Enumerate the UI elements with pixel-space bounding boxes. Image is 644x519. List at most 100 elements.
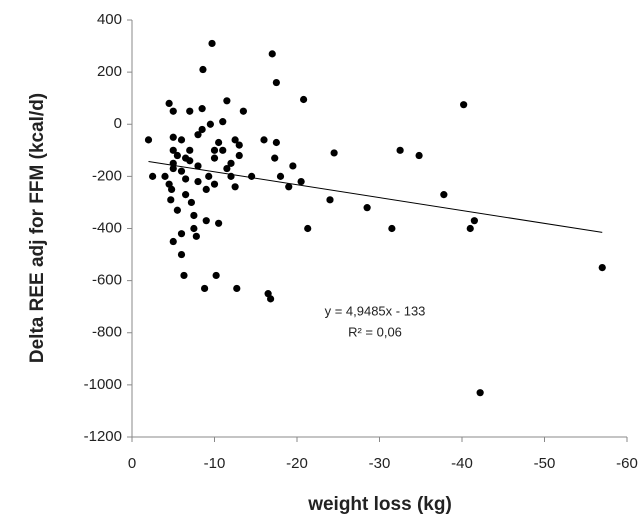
point bbox=[231, 136, 239, 144]
point bbox=[210, 154, 219, 162]
point bbox=[215, 138, 223, 147]
point bbox=[223, 97, 231, 105]
point bbox=[165, 99, 173, 107]
x-axis-title: weight loss (kg) bbox=[307, 494, 452, 515]
point bbox=[289, 162, 297, 170]
point bbox=[267, 295, 275, 303]
point bbox=[272, 78, 280, 87]
point bbox=[470, 217, 478, 225]
point bbox=[169, 164, 177, 173]
point bbox=[169, 237, 177, 246]
y-tick-label: -1200 bbox=[84, 428, 122, 445]
point bbox=[304, 224, 312, 233]
point bbox=[169, 133, 177, 141]
point bbox=[198, 125, 206, 134]
x-tick-label: -10 bbox=[204, 455, 226, 472]
point bbox=[167, 196, 175, 204]
point bbox=[396, 146, 404, 154]
point bbox=[205, 172, 213, 180]
point bbox=[186, 146, 194, 154]
point bbox=[598, 263, 606, 272]
point bbox=[210, 146, 219, 154]
point bbox=[190, 211, 198, 220]
point bbox=[169, 146, 177, 154]
point bbox=[199, 65, 207, 74]
point bbox=[169, 107, 177, 115]
x-tick-label: -60 bbox=[616, 455, 638, 472]
point bbox=[173, 151, 181, 160]
x-tick-label: -50 bbox=[534, 455, 556, 472]
point bbox=[206, 120, 214, 128]
point bbox=[149, 172, 157, 180]
point bbox=[173, 206, 181, 214]
point bbox=[415, 151, 423, 160]
x-tick-label: -30 bbox=[369, 455, 391, 472]
point bbox=[219, 118, 227, 126]
y-tick-label: -800 bbox=[92, 324, 122, 341]
point bbox=[330, 149, 338, 157]
r-squared: R² = 0,06 bbox=[348, 324, 402, 339]
point bbox=[198, 105, 206, 113]
point bbox=[168, 185, 176, 194]
point bbox=[235, 151, 243, 160]
point bbox=[161, 172, 169, 180]
point bbox=[201, 284, 209, 293]
point bbox=[186, 107, 194, 115]
x-tick-label: 0 bbox=[128, 455, 136, 472]
point bbox=[260, 136, 268, 144]
point bbox=[210, 180, 219, 188]
point bbox=[227, 159, 235, 167]
point bbox=[144, 136, 153, 144]
y-tick-label: -600 bbox=[92, 272, 122, 289]
point bbox=[180, 271, 188, 280]
point bbox=[363, 204, 371, 212]
y-tick-label: -1000 bbox=[84, 376, 122, 393]
y-tick-label: 200 bbox=[97, 63, 122, 80]
point bbox=[440, 191, 448, 199]
point bbox=[202, 217, 210, 225]
point bbox=[248, 172, 256, 180]
point bbox=[182, 175, 190, 183]
point bbox=[194, 131, 202, 139]
point bbox=[297, 177, 305, 186]
point bbox=[182, 191, 190, 199]
y-tick-label: -200 bbox=[92, 167, 122, 184]
point bbox=[194, 177, 202, 186]
point bbox=[466, 224, 474, 233]
point bbox=[326, 196, 334, 204]
point bbox=[177, 250, 186, 259]
y-axis-title: Delta REE adj for FFM (kcal/d) bbox=[27, 93, 48, 363]
x-tick-label: -40 bbox=[451, 455, 473, 472]
point bbox=[208, 39, 216, 48]
point bbox=[212, 271, 220, 280]
y-tick-label: 400 bbox=[97, 11, 122, 28]
point bbox=[276, 172, 285, 180]
point bbox=[239, 107, 247, 115]
y-tick-label: -400 bbox=[92, 219, 122, 236]
equation: y = 4,9485x - 133 bbox=[325, 303, 426, 318]
point bbox=[177, 230, 186, 238]
point bbox=[177, 167, 186, 175]
point bbox=[460, 101, 468, 109]
y-tick-label: 0 bbox=[114, 115, 122, 132]
point bbox=[272, 138, 280, 147]
point bbox=[202, 185, 210, 194]
point bbox=[388, 224, 396, 233]
x-tick-label: -20 bbox=[286, 455, 308, 472]
point bbox=[235, 141, 243, 149]
point bbox=[187, 198, 195, 207]
point bbox=[233, 284, 241, 293]
point bbox=[223, 164, 231, 173]
point bbox=[271, 154, 279, 162]
point bbox=[215, 219, 223, 227]
point bbox=[177, 136, 186, 144]
point bbox=[194, 162, 202, 170]
point bbox=[300, 95, 308, 104]
point bbox=[186, 157, 194, 165]
point bbox=[476, 389, 484, 397]
trendline bbox=[148, 160, 603, 233]
point bbox=[231, 183, 239, 191]
point bbox=[219, 146, 227, 154]
point bbox=[268, 50, 276, 58]
